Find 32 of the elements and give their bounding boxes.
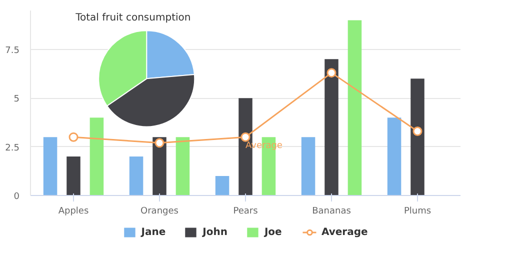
bar [90,118,104,196]
y-tick-label: 2.5 [5,143,20,154]
x-tick-label: Bananas [312,206,352,216]
bar [387,118,402,196]
legend-label: John [202,226,228,238]
bar [129,156,144,196]
bar [324,59,338,196]
y-tick-label: 7.5 [5,46,20,56]
y-tick-label: 0 [14,192,20,202]
bar [215,176,230,196]
point [240,132,250,142]
point [154,138,164,148]
legend-label: Joe [264,226,283,238]
bar [301,137,316,196]
x-tick-label: Apples [58,206,89,216]
bar [152,137,166,196]
x-tick-label: Pears [233,206,258,216]
x-tick-label: Oranges [140,206,179,216]
bar [43,137,58,196]
annotation: Average [246,141,283,152]
bar [410,78,424,196]
x-tick-label: Plums [404,206,432,216]
y-tick-label: 5 [14,94,20,105]
legend-label: Average [321,226,368,238]
bar [348,20,362,196]
bar [66,156,80,196]
point [412,126,422,136]
chart-title: Total fruit consumption [74,12,191,24]
bar [176,137,190,196]
point [326,68,336,78]
point [68,132,78,142]
legend-label: Jane [141,226,166,238]
